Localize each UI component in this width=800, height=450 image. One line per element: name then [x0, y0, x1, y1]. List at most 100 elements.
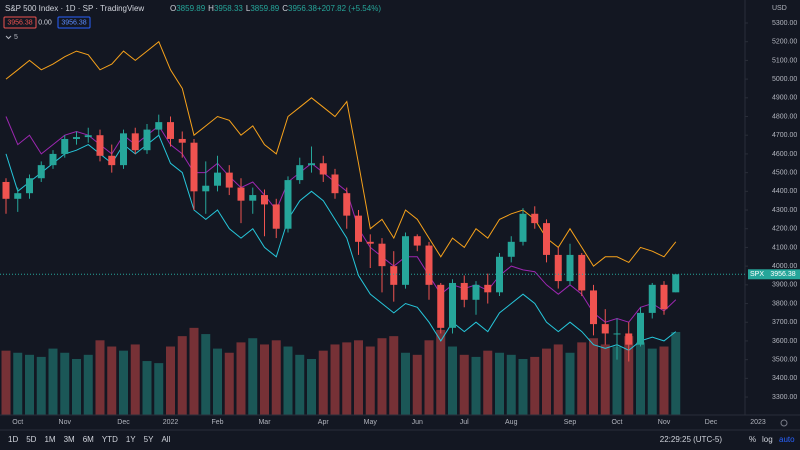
y-tick-label: 3700.00: [772, 319, 797, 326]
candle-body: [460, 282, 468, 300]
scale-button[interactable]: log: [762, 435, 773, 444]
volume-bar: [95, 340, 105, 415]
last-price-box: [766, 269, 800, 280]
candle-body: [331, 174, 339, 194]
settings-icon[interactable]: [780, 419, 788, 427]
candle-body: [413, 236, 421, 246]
candle-body: [449, 282, 456, 328]
y-tick-label: 4900.00: [772, 95, 797, 102]
scale-button[interactable]: %: [749, 435, 756, 444]
volume-bar: [483, 350, 493, 415]
volume-bar: [553, 344, 563, 415]
range-button[interactable]: 6M: [83, 435, 94, 444]
ohlc-key: C: [282, 4, 288, 13]
volume-bar: [389, 336, 399, 415]
candle-body: [37, 165, 45, 179]
candle-body: [237, 187, 245, 201]
x-tick-label: Jun: [412, 419, 423, 426]
volume-bar: [612, 346, 622, 415]
ohlc-legend: O3859.89 H3958.33 L3859.89 C3956.38+207.82 …: [170, 4, 381, 13]
clock: 22:29:25 (UTC-5): [660, 435, 723, 444]
volume-bar: [72, 358, 81, 415]
candle-body: [284, 180, 292, 229]
volume-bar: [436, 329, 446, 415]
candle-body: [519, 213, 527, 242]
y-tick-label: 4500.00: [772, 169, 797, 176]
candle-body: [319, 163, 327, 175]
volume-bar: [365, 346, 375, 415]
x-tick-label: May: [364, 419, 378, 426]
candle-body: [578, 254, 586, 291]
range-button[interactable]: 1M: [44, 435, 55, 444]
volume-bar: [307, 358, 316, 415]
range-button[interactable]: 1Y: [126, 435, 136, 444]
x-tick-label: Nov: [658, 419, 671, 426]
candle-body: [261, 195, 268, 205]
overlay-line: [5, 116, 677, 323]
volume-bar: [107, 346, 117, 415]
volume-bar: [189, 327, 199, 415]
candle-body: [26, 178, 33, 194]
range-button[interactable]: 5D: [26, 435, 36, 444]
volume-bar: [25, 354, 34, 415]
volume-bar: [624, 336, 634, 415]
x-tick-label: Aug: [505, 419, 518, 426]
volume-bar: [647, 348, 657, 415]
ohlc-value: 3958.33: [214, 4, 243, 13]
symbol-label: SPX: [750, 271, 764, 278]
range-button[interactable]: 3M: [64, 435, 75, 444]
range-button[interactable]: 5Y: [144, 435, 154, 444]
badge: 3956.38: [61, 19, 86, 26]
volume-bar: [589, 338, 598, 415]
scale-button[interactable]: auto: [779, 435, 795, 444]
candle-body: [672, 274, 680, 293]
volume-bar: [412, 354, 422, 415]
range-button[interactable]: All: [161, 435, 170, 444]
badge: 3956.38: [7, 19, 32, 26]
badge-box: [57, 16, 91, 29]
y-tick-label: 4300.00: [772, 207, 797, 214]
y-tick-label: 3800.00: [772, 300, 797, 307]
y-tick-label: 4400.00: [772, 188, 797, 195]
candle-body: [366, 241, 374, 244]
x-tick-label: Oct: [12, 419, 23, 426]
candle-body: [507, 241, 515, 257]
volume-bar: [177, 336, 187, 415]
volume-bar: [283, 346, 293, 415]
candle-body: [49, 153, 57, 166]
volume-bar: [36, 356, 46, 415]
ohlc-value: 3859.89: [176, 4, 205, 13]
volume-bar: [330, 344, 340, 415]
candle-body: [308, 163, 315, 166]
volume-bar: [448, 346, 457, 415]
y-tick-label: 3500.00: [772, 356, 797, 363]
volume-bar: [506, 354, 516, 415]
x-tick-label: Dec: [117, 419, 130, 426]
candle-body: [660, 284, 668, 310]
chevron[interactable]: [5, 35, 12, 40]
y-tick-label: 3600.00: [772, 338, 797, 345]
candle-body: [425, 245, 433, 285]
volume-bar: [424, 340, 434, 415]
ohlc-value: 3956.38: [288, 4, 317, 13]
candle-body: [143, 129, 151, 151]
x-tick-label: Jul: [460, 419, 469, 426]
candle-body: [554, 254, 562, 282]
volume-bar: [154, 363, 164, 415]
volume-bar: [471, 356, 481, 415]
range-button[interactable]: 1D: [8, 435, 18, 444]
y-tick-label: 3900.00: [772, 282, 797, 289]
volume-bar: [236, 342, 246, 415]
candle-body: [390, 266, 398, 285]
y-tick-label: 5100.00: [772, 57, 797, 64]
candle-body: [272, 204, 280, 229]
candle-body: [484, 284, 492, 293]
volume-bar: [130, 344, 140, 415]
volume-bar: [518, 358, 528, 415]
range-button[interactable]: YTD: [102, 435, 118, 444]
volume-bar: [224, 352, 234, 415]
candle-body: [167, 122, 174, 139]
indicator-count[interactable]: 5: [14, 34, 18, 41]
y-tick-label: 4100.00: [772, 244, 797, 251]
volume-bar: [659, 346, 669, 415]
